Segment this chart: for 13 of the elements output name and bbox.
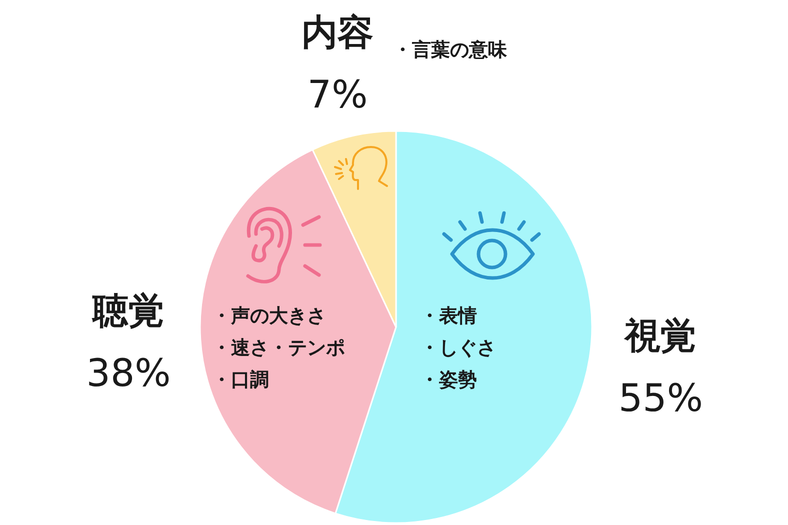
data-label: 55% <box>618 376 703 420</box>
text: ・口調 <box>212 369 269 391</box>
data-label: 38% <box>86 350 171 395</box>
slice-label: 内容 <box>302 12 374 54</box>
text: ・表情 <box>420 305 477 327</box>
text: ・言葉の意味 <box>393 39 508 61</box>
text: ・速さ・テンポ <box>212 337 345 359</box>
text: ・しぐさ <box>420 337 496 359</box>
slice-label: 聴覚 <box>92 290 165 332</box>
slice-label: 視覚 <box>624 316 697 357</box>
text: ・姿勢 <box>420 369 477 391</box>
text: ・声の大きさ <box>212 305 326 327</box>
data-label: 7% <box>307 72 368 116</box>
